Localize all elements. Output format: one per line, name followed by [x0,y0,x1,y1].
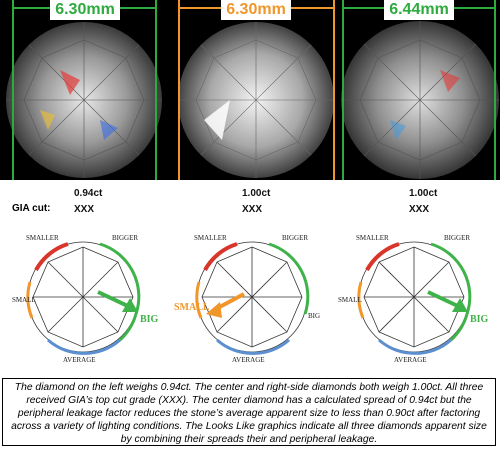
measure-tick-right-a [342,0,344,180]
weight-center: 1.00ct [242,188,271,199]
diamond-photo-right [340,0,500,180]
gauge-label-smaller-center: SMALLER [194,234,227,242]
weight-left: 0.94ct [74,188,103,199]
weight-right: 1.00ct [409,188,438,199]
gauge-label-smaller-right: SMALLER [356,234,389,242]
gauge-label-average-left: AVERAGE [63,356,96,364]
gia-cut-label: GIA cut: [12,203,51,214]
diamond-photo-left [0,0,168,180]
cut-right: XXX [409,204,430,215]
gauge-label-big-left: BIG [140,314,159,325]
cut-left: XXX [74,204,95,215]
diamond-photo-center [172,0,336,180]
measure-tick-left-b [155,0,157,180]
gauge-svg-left: SMALLER BIGGER SMALL BIG AVERAGE [12,234,159,364]
gauge-label-big-right: BIG [470,314,489,325]
gauge-label-average-center: AVERAGE [232,356,265,364]
measurement-label-right: 6.44mm [384,0,454,20]
gauge-label-smaller-left: SMALLER [26,234,59,242]
diamond-photo-strip [0,0,500,180]
looks-like-gauge-right: SMALLER BIGGER SMALL BIG AVERAGE [336,222,496,372]
gauge-svg-center: SMALLER BIGGER SMALL BIG AVERAGE [174,234,320,364]
gauge-svg-right: SMALLER BIGGER SMALL BIG AVERAGE [338,234,489,364]
measure-tick-left-a [12,0,14,180]
gauge-label-bigger-right: BIGGER [444,234,470,242]
gauge-label-small-right: SMALL [338,296,362,304]
caption-box: The diamond on the left weighs 0.94ct. T… [2,378,496,446]
gauge-label-bigger-left: BIGGER [112,234,138,242]
measure-tick-center-b [333,0,335,180]
diamond-info-right: 1.00ct XXX [409,186,437,218]
measurement-label-center: 6.30mm [221,0,291,20]
measurement-label-left: 6.30mm [50,0,120,20]
measure-tick-right-b [494,0,496,180]
diamond-info-left: 0.94ct XXX [74,186,102,218]
looks-like-gauge-center: SMALLER BIGGER SMALL BIG AVERAGE [172,222,332,372]
gauge-label-big-center: BIG [308,312,320,320]
gauge-label-bigger-center: BIGGER [282,234,308,242]
looks-like-gauge-left: SMALLER BIGGER SMALL BIG AVERAGE [8,222,168,372]
measure-tick-center-a [178,0,180,180]
gauge-label-small-left: SMALL [12,296,36,304]
diamond-info-center: 1.00ct XXX [242,186,270,218]
gauge-label-average-right: AVERAGE [394,356,427,364]
cut-center: XXX [242,204,263,215]
gauge-label-small-center: SMALL [174,302,210,313]
